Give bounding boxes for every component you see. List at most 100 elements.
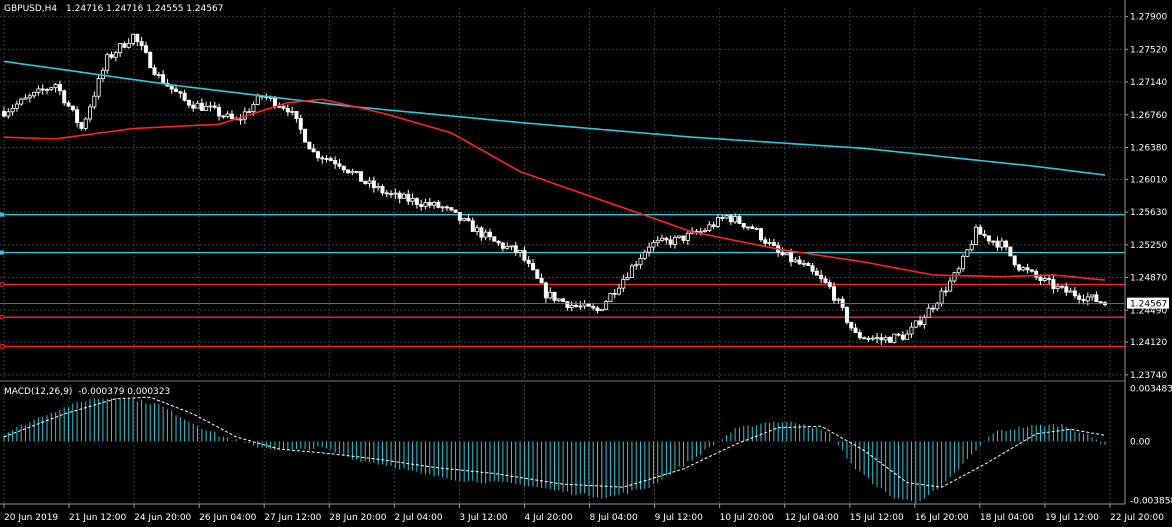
candle-232 (999, 237, 1004, 251)
time-label-12: 12 Jul 04:00 (785, 513, 839, 523)
candle-228 (982, 230, 987, 239)
candle-174 (750, 224, 755, 230)
candle-107 (462, 217, 467, 222)
candle-123 (530, 259, 535, 271)
candle-209 (900, 331, 905, 341)
candle-129 (556, 298, 561, 303)
candle-188 (810, 262, 815, 275)
candle-113 (487, 228, 492, 241)
candle-142 (612, 289, 617, 299)
candle-32 (139, 36, 144, 51)
candle-105 (453, 209, 458, 214)
macd-tick-2: -0.003858 (1130, 496, 1172, 506)
candle-100 (432, 200, 437, 209)
candle-152 (655, 236, 660, 247)
candle-86 (371, 176, 376, 193)
candle-168 (724, 214, 729, 220)
candle-115 (496, 240, 501, 247)
candle-254 (1094, 291, 1099, 303)
candle-150 (647, 242, 652, 257)
candle-173 (746, 226, 751, 231)
candle-178 (767, 238, 772, 246)
candle-52 (225, 111, 230, 119)
candle-151 (651, 239, 656, 252)
candle-202 (870, 335, 875, 341)
candle-2 (10, 104, 15, 116)
horizontal-levels[interactable] (0, 212, 1125, 349)
candle-238 (1025, 263, 1030, 274)
time-label-7: 3 Jul 12:00 (459, 513, 508, 523)
candle-227 (978, 224, 983, 235)
candle-49 (212, 102, 217, 110)
candle-248 (1068, 287, 1073, 293)
candle-246 (1059, 285, 1064, 290)
candle-50 (217, 103, 222, 121)
candle-190 (819, 270, 824, 284)
candle-189 (814, 267, 819, 276)
candle-251 (1081, 294, 1086, 305)
candle-181 (780, 247, 785, 257)
candle-237 (1021, 266, 1026, 272)
price-tick-11: 1.23740 (1130, 371, 1167, 381)
candle-124 (535, 268, 540, 279)
candle-9 (40, 84, 45, 95)
candle-233 (1004, 239, 1009, 251)
price-tick-6: 1.25630 (1130, 208, 1167, 218)
candle-44 (191, 101, 196, 112)
time-label-15: 18 Jul 04:00 (980, 513, 1034, 523)
time-label-9: 8 Jul 04:00 (590, 513, 639, 523)
candle-154 (664, 236, 669, 245)
time-label-2: 24 Jun 20:00 (134, 513, 191, 523)
candle-55 (238, 114, 243, 125)
candle-247 (1064, 282, 1069, 297)
candle-167 (720, 214, 725, 222)
price-tick-5: 1.26010 (1130, 175, 1167, 185)
time-label-5: 28 Jun 20:00 (329, 513, 386, 523)
candle-133 (574, 301, 579, 308)
time-label-14: 16 Jul 20:00 (915, 513, 969, 523)
candle-111 (479, 226, 484, 241)
candle-78 (337, 159, 342, 169)
time-label-8: 4 Jul 20:00 (524, 513, 573, 523)
candle-240 (1034, 269, 1039, 281)
candle-96 (414, 197, 419, 209)
time-label-0: 20 Jun 2019 (4, 513, 58, 523)
candle-200 (862, 336, 867, 340)
candle-104 (449, 206, 454, 212)
candle-69 (298, 114, 303, 134)
candle-220 (948, 277, 953, 292)
candle-223 (961, 254, 966, 272)
candle-215 (926, 304, 931, 318)
candle-186 (801, 259, 806, 267)
candle-53 (229, 110, 234, 121)
price-tick-0: 1.27900 (1130, 13, 1167, 23)
candle-243 (1047, 274, 1052, 285)
candle-85 (367, 176, 372, 188)
candle-92 (397, 190, 402, 204)
candle-216 (930, 304, 935, 313)
candle-138 (595, 305, 600, 314)
candle-143 (617, 284, 622, 296)
candle-106 (457, 212, 462, 224)
candle-224 (965, 249, 970, 258)
candle-5 (23, 94, 28, 100)
candle-128 (552, 291, 557, 303)
candle-204 (879, 333, 884, 345)
candle-157 (677, 235, 682, 239)
candle-36 (156, 72, 161, 79)
candle-239 (1029, 268, 1034, 273)
candle-147 (634, 260, 639, 270)
candle-70 (303, 128, 308, 143)
candle-117 (505, 242, 510, 250)
candle-99 (427, 197, 432, 209)
macd-signal-line (3, 396, 1106, 488)
candle-81 (350, 168, 355, 176)
candle-30 (131, 33, 136, 46)
candle-234 (1008, 246, 1013, 257)
candle-84 (363, 180, 368, 185)
candle-192 (827, 279, 832, 289)
candle-12 (53, 82, 58, 93)
